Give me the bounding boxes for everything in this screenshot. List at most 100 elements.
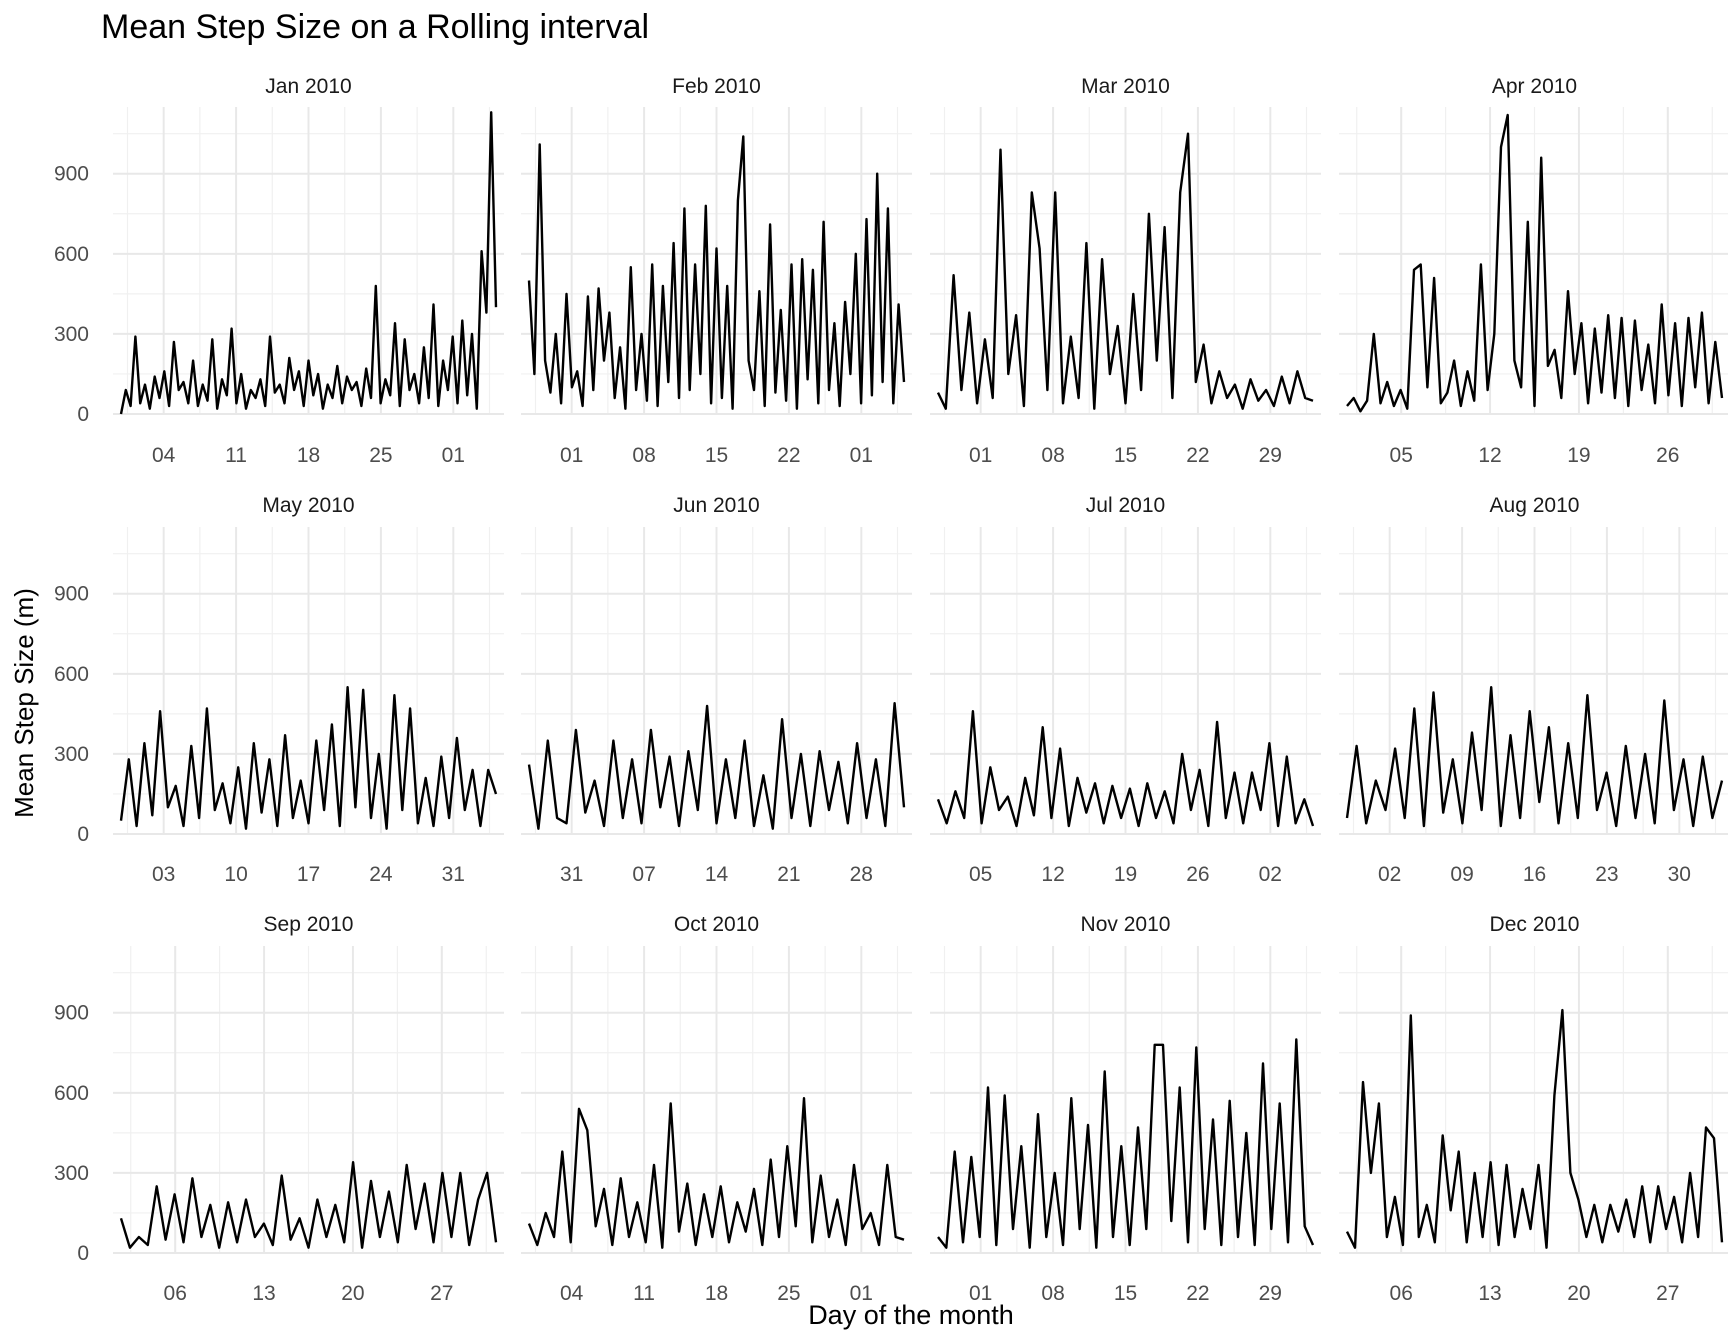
facet-panel: 06 13 20 27 Dec 2010: [1339, 913, 1728, 1305]
series-line: [119, 686, 498, 830]
facet-strip-label: Nov 2010: [1081, 913, 1171, 936]
facet-strip-label: Jul 2010: [1086, 494, 1165, 517]
x-tick-label: 22: [1186, 1282, 1209, 1305]
x-tick-label: 29: [1259, 444, 1282, 467]
series-line: [527, 1097, 905, 1249]
y-tick-label: 300: [54, 1162, 89, 1185]
x-tick-label: 28: [850, 863, 873, 886]
x-tick-label: 19: [1567, 444, 1590, 467]
y-tick-label: 0: [77, 403, 89, 426]
x-tick-label: 31: [442, 863, 465, 886]
x-tick-label: 27: [430, 1282, 453, 1305]
x-tick-label: 01: [969, 1282, 992, 1305]
x-tick-label: 21: [777, 863, 800, 886]
x-tick-label: 01: [969, 444, 992, 467]
x-tick-label: 23: [1595, 863, 1618, 886]
series-line: [936, 710, 1315, 828]
facet-strip-label: Dec 2010: [1490, 913, 1580, 936]
x-tick-label: 30: [1668, 863, 1691, 886]
x-tick-label: 11: [225, 444, 247, 467]
x-tick-label: 15: [1114, 444, 1137, 467]
x-tick-label: 14: [705, 863, 729, 886]
x-tick-label: 12: [1041, 863, 1064, 886]
facet-strip-label: Aug 2010: [1490, 494, 1580, 517]
x-tick-label: 25: [777, 1282, 800, 1305]
series-line: [1345, 1008, 1724, 1249]
facet-panel: 05 12 19 26 Apr 2010: [1339, 75, 1728, 467]
x-tick-label: 11: [633, 1282, 655, 1305]
facet-strip-label: May 2010: [262, 494, 354, 517]
x-tick-label: 31: [560, 863, 583, 886]
facet-panel: 03 10 17 24 31 0 300 600 900 May 2010: [54, 494, 504, 886]
facet-strip-label: Oct 2010: [674, 913, 759, 936]
series-line: [119, 1161, 498, 1249]
x-tick-label: 08: [1041, 444, 1064, 467]
y-tick-label: 900: [54, 1002, 89, 1025]
x-tick-label: 01: [850, 1282, 873, 1305]
x-axis-label: Day of the month: [808, 1300, 1014, 1330]
x-tick-label: 15: [1114, 1282, 1137, 1305]
x-tick-label: 17: [297, 863, 320, 886]
x-tick-label: 27: [1656, 1282, 1679, 1305]
x-tick-label: 29: [1259, 1282, 1282, 1305]
facet-strip-label: Mar 2010: [1081, 75, 1170, 98]
facet-strip-label: Jan 2010: [265, 75, 351, 98]
y-tick-label: 0: [77, 823, 89, 846]
x-tick-label: 13: [252, 1282, 275, 1305]
y-tick-label: 900: [54, 583, 89, 606]
y-tick-label: 900: [54, 163, 89, 186]
x-tick-label: 04: [152, 444, 176, 467]
facet-strip-label: Sep 2010: [264, 913, 354, 936]
series-line: [527, 702, 906, 830]
facet-panel: 05 12 19 26 02 Jul 2010: [930, 494, 1321, 886]
x-tick-label: 15: [705, 444, 728, 467]
x-tick-label: 01: [442, 444, 465, 467]
y-tick-label: 600: [54, 243, 89, 266]
x-tick-label: 16: [1523, 863, 1546, 886]
x-tick-label: 24: [369, 863, 393, 886]
x-tick-label: 26: [1656, 444, 1679, 467]
y-tick-label: 600: [54, 663, 89, 686]
facet-panel: 02 09 16 23 30 Aug 2010: [1339, 494, 1728, 886]
x-tick-label: 02: [1259, 863, 1282, 886]
facet-strip-label: Jun 2010: [673, 494, 759, 517]
series-line: [1345, 686, 1724, 828]
series-line: [119, 111, 498, 415]
y-axis-label: Mean Step Size (m): [9, 588, 39, 818]
x-tick-label: 08: [1041, 1282, 1064, 1305]
x-tick-label: 18: [705, 1282, 728, 1305]
facet-strip-label: Feb 2010: [672, 75, 761, 98]
x-tick-label: 10: [224, 863, 247, 886]
x-tick-label: 07: [632, 863, 655, 886]
x-tick-label: 20: [1567, 1282, 1590, 1305]
x-tick-label: 02: [1378, 863, 1401, 886]
chart-title: Mean Step Size on a Rolling interval: [101, 8, 650, 46]
facet-panel: 06 13 20 27 0 300 600 900 Sep 2010: [54, 913, 504, 1305]
x-tick-label: 20: [341, 1282, 364, 1305]
y-tick-label: 600: [54, 1082, 89, 1105]
x-tick-label: 18: [297, 444, 320, 467]
x-tick-label: 01: [560, 444, 583, 467]
facet-panel: 04 11 18 25 01 0 300 600 900 Jan 2010: [54, 75, 504, 467]
facet-strip-label: Apr 2010: [1492, 75, 1577, 98]
y-tick-label: 300: [54, 323, 89, 346]
x-tick-label: 25: [369, 444, 392, 467]
x-tick-label: 26: [1186, 863, 1209, 886]
x-tick-label: 06: [1390, 1282, 1413, 1305]
x-tick-label: 13: [1478, 1282, 1501, 1305]
x-tick-label: 01: [850, 444, 873, 467]
facet-panel: 31 07 14 21 28 Jun 2010: [521, 494, 912, 886]
x-tick-label: 08: [632, 444, 655, 467]
x-tick-label: 05: [969, 863, 992, 886]
x-tick-label: 22: [777, 444, 800, 467]
series-line: [937, 1038, 1315, 1249]
series-line: [936, 132, 1314, 410]
x-tick-label: 04: [560, 1282, 584, 1305]
y-tick-label: 0: [77, 1242, 89, 1265]
x-tick-label: 03: [152, 863, 175, 886]
x-tick-label: 09: [1450, 863, 1473, 886]
series-line: [527, 135, 906, 410]
facet-panel: 01 08 15 22 29 Nov 2010: [930, 913, 1321, 1305]
x-tick-label: 05: [1390, 444, 1413, 467]
